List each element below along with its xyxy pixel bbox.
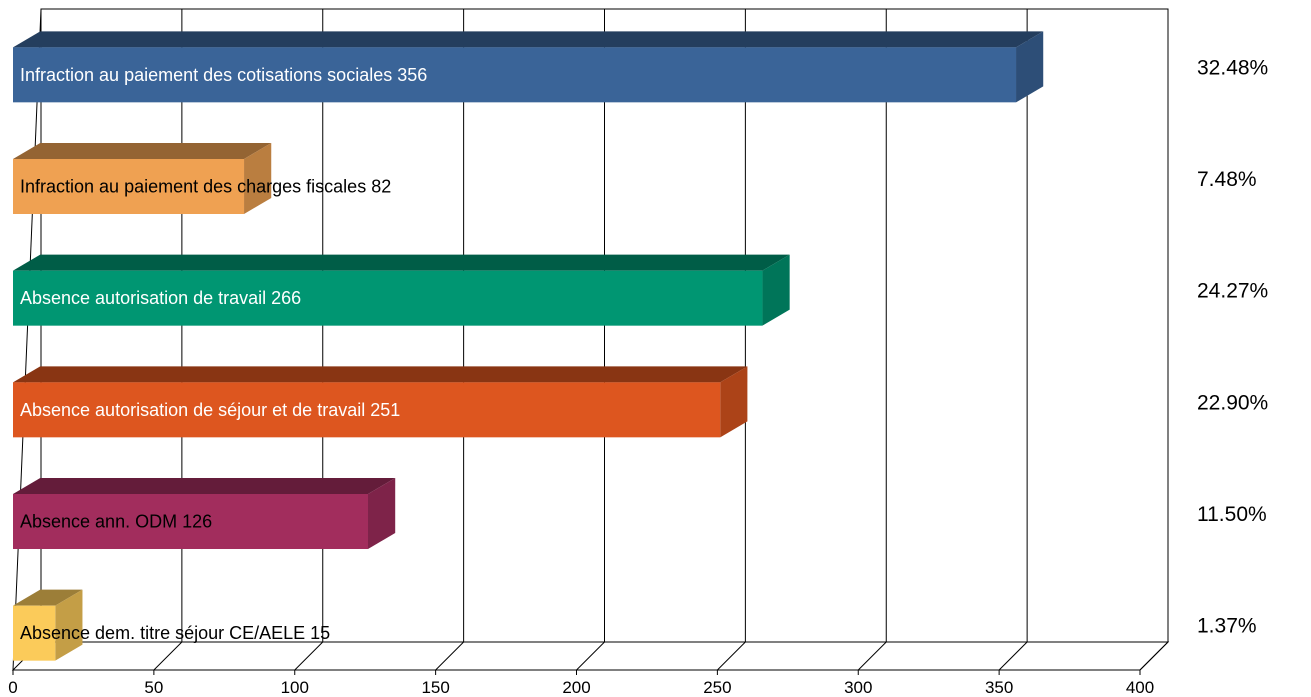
bar-top (13, 143, 272, 159)
x-tick-label: 400 (1126, 678, 1154, 697)
bar-label: Absence dem. titre séjour CE/AELE 15 (20, 623, 330, 643)
bar-top (13, 478, 396, 494)
bar-side (55, 589, 83, 661)
bar-front (13, 47, 1017, 103)
left-wall-edge (12, 8, 42, 671)
bar-side (1016, 31, 1044, 103)
x-tick-label: 50 (144, 678, 163, 697)
bar: Infraction au paiement des charges fisca… (13, 143, 391, 214)
bar-label: Infraction au paiement des charges fisca… (20, 177, 391, 197)
bar: Infraction au paiement des cotisations s… (13, 31, 1044, 103)
bar: Absence dem. titre séjour CE/AELE 15 (13, 589, 330, 661)
percentage-label: 24.27% (1197, 280, 1268, 303)
x-tick-label: 350 (985, 678, 1013, 697)
gridline-floor (294, 641, 324, 671)
x-tick-label: 250 (703, 678, 731, 697)
bar-label: Absence autorisation de séjour et de tra… (20, 400, 400, 420)
bar: Absence ann. ODM 126 (13, 478, 396, 549)
bar: Absence autorisation de travail 266 (13, 254, 790, 326)
percentage-label: 11.50% (1197, 503, 1267, 526)
percentage-label: 32.48% (1197, 56, 1268, 79)
bar-front (13, 494, 369, 549)
bar-side (762, 254, 790, 326)
bar-side (368, 478, 396, 549)
bar-top (13, 366, 748, 383)
gridline-floor (857, 641, 887, 671)
bar-side (244, 143, 272, 214)
percentage-label: 22.90% (1197, 391, 1268, 414)
bar-label: Absence autorisation de travail 266 (20, 288, 301, 308)
x-tick-label: 150 (421, 678, 449, 697)
bar-top (13, 254, 790, 271)
bar-front (13, 605, 56, 661)
gridline-floor (576, 641, 605, 671)
gridline-floor (1139, 641, 1169, 671)
gridline-floor (153, 641, 183, 671)
plot-frame (11, 8, 1170, 671)
gridline-floor (717, 641, 746, 671)
bar-front (13, 270, 763, 326)
x-axis-ticks: 0 50 100 150 200 250 300 350 400 (8, 670, 1154, 697)
bar-front (13, 382, 721, 438)
bar-label: Absence ann. ODM 126 (20, 512, 212, 532)
bar-top (13, 589, 83, 606)
gridlines (153, 9, 1169, 671)
bar-label: Infraction au paiement des cotisations s… (20, 65, 427, 85)
percentage-labels: 32.48% 7.48% 24.27% 22.90% 11.50% 1.37% (1197, 56, 1268, 637)
bar-top (13, 31, 1044, 48)
x-tick-label: 300 (844, 678, 872, 697)
gridline-floor (435, 641, 464, 671)
x-tick-label: 0 (8, 678, 17, 697)
gridline-floor (998, 641, 1028, 671)
percentage-label: 7.48% (1197, 168, 1257, 191)
bar-front (13, 159, 245, 214)
bar-side (720, 366, 748, 438)
x-tick-label: 100 (281, 678, 309, 697)
percentage-label: 1.37% (1197, 615, 1257, 638)
bars: Infraction au paiement des cotisations s… (13, 31, 1044, 661)
bar: Absence autorisation de séjour et de tra… (13, 366, 748, 438)
x-tick-label: 200 (562, 678, 590, 697)
